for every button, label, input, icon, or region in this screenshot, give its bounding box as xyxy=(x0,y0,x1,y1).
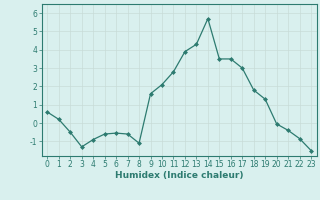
X-axis label: Humidex (Indice chaleur): Humidex (Indice chaleur) xyxy=(115,171,244,180)
